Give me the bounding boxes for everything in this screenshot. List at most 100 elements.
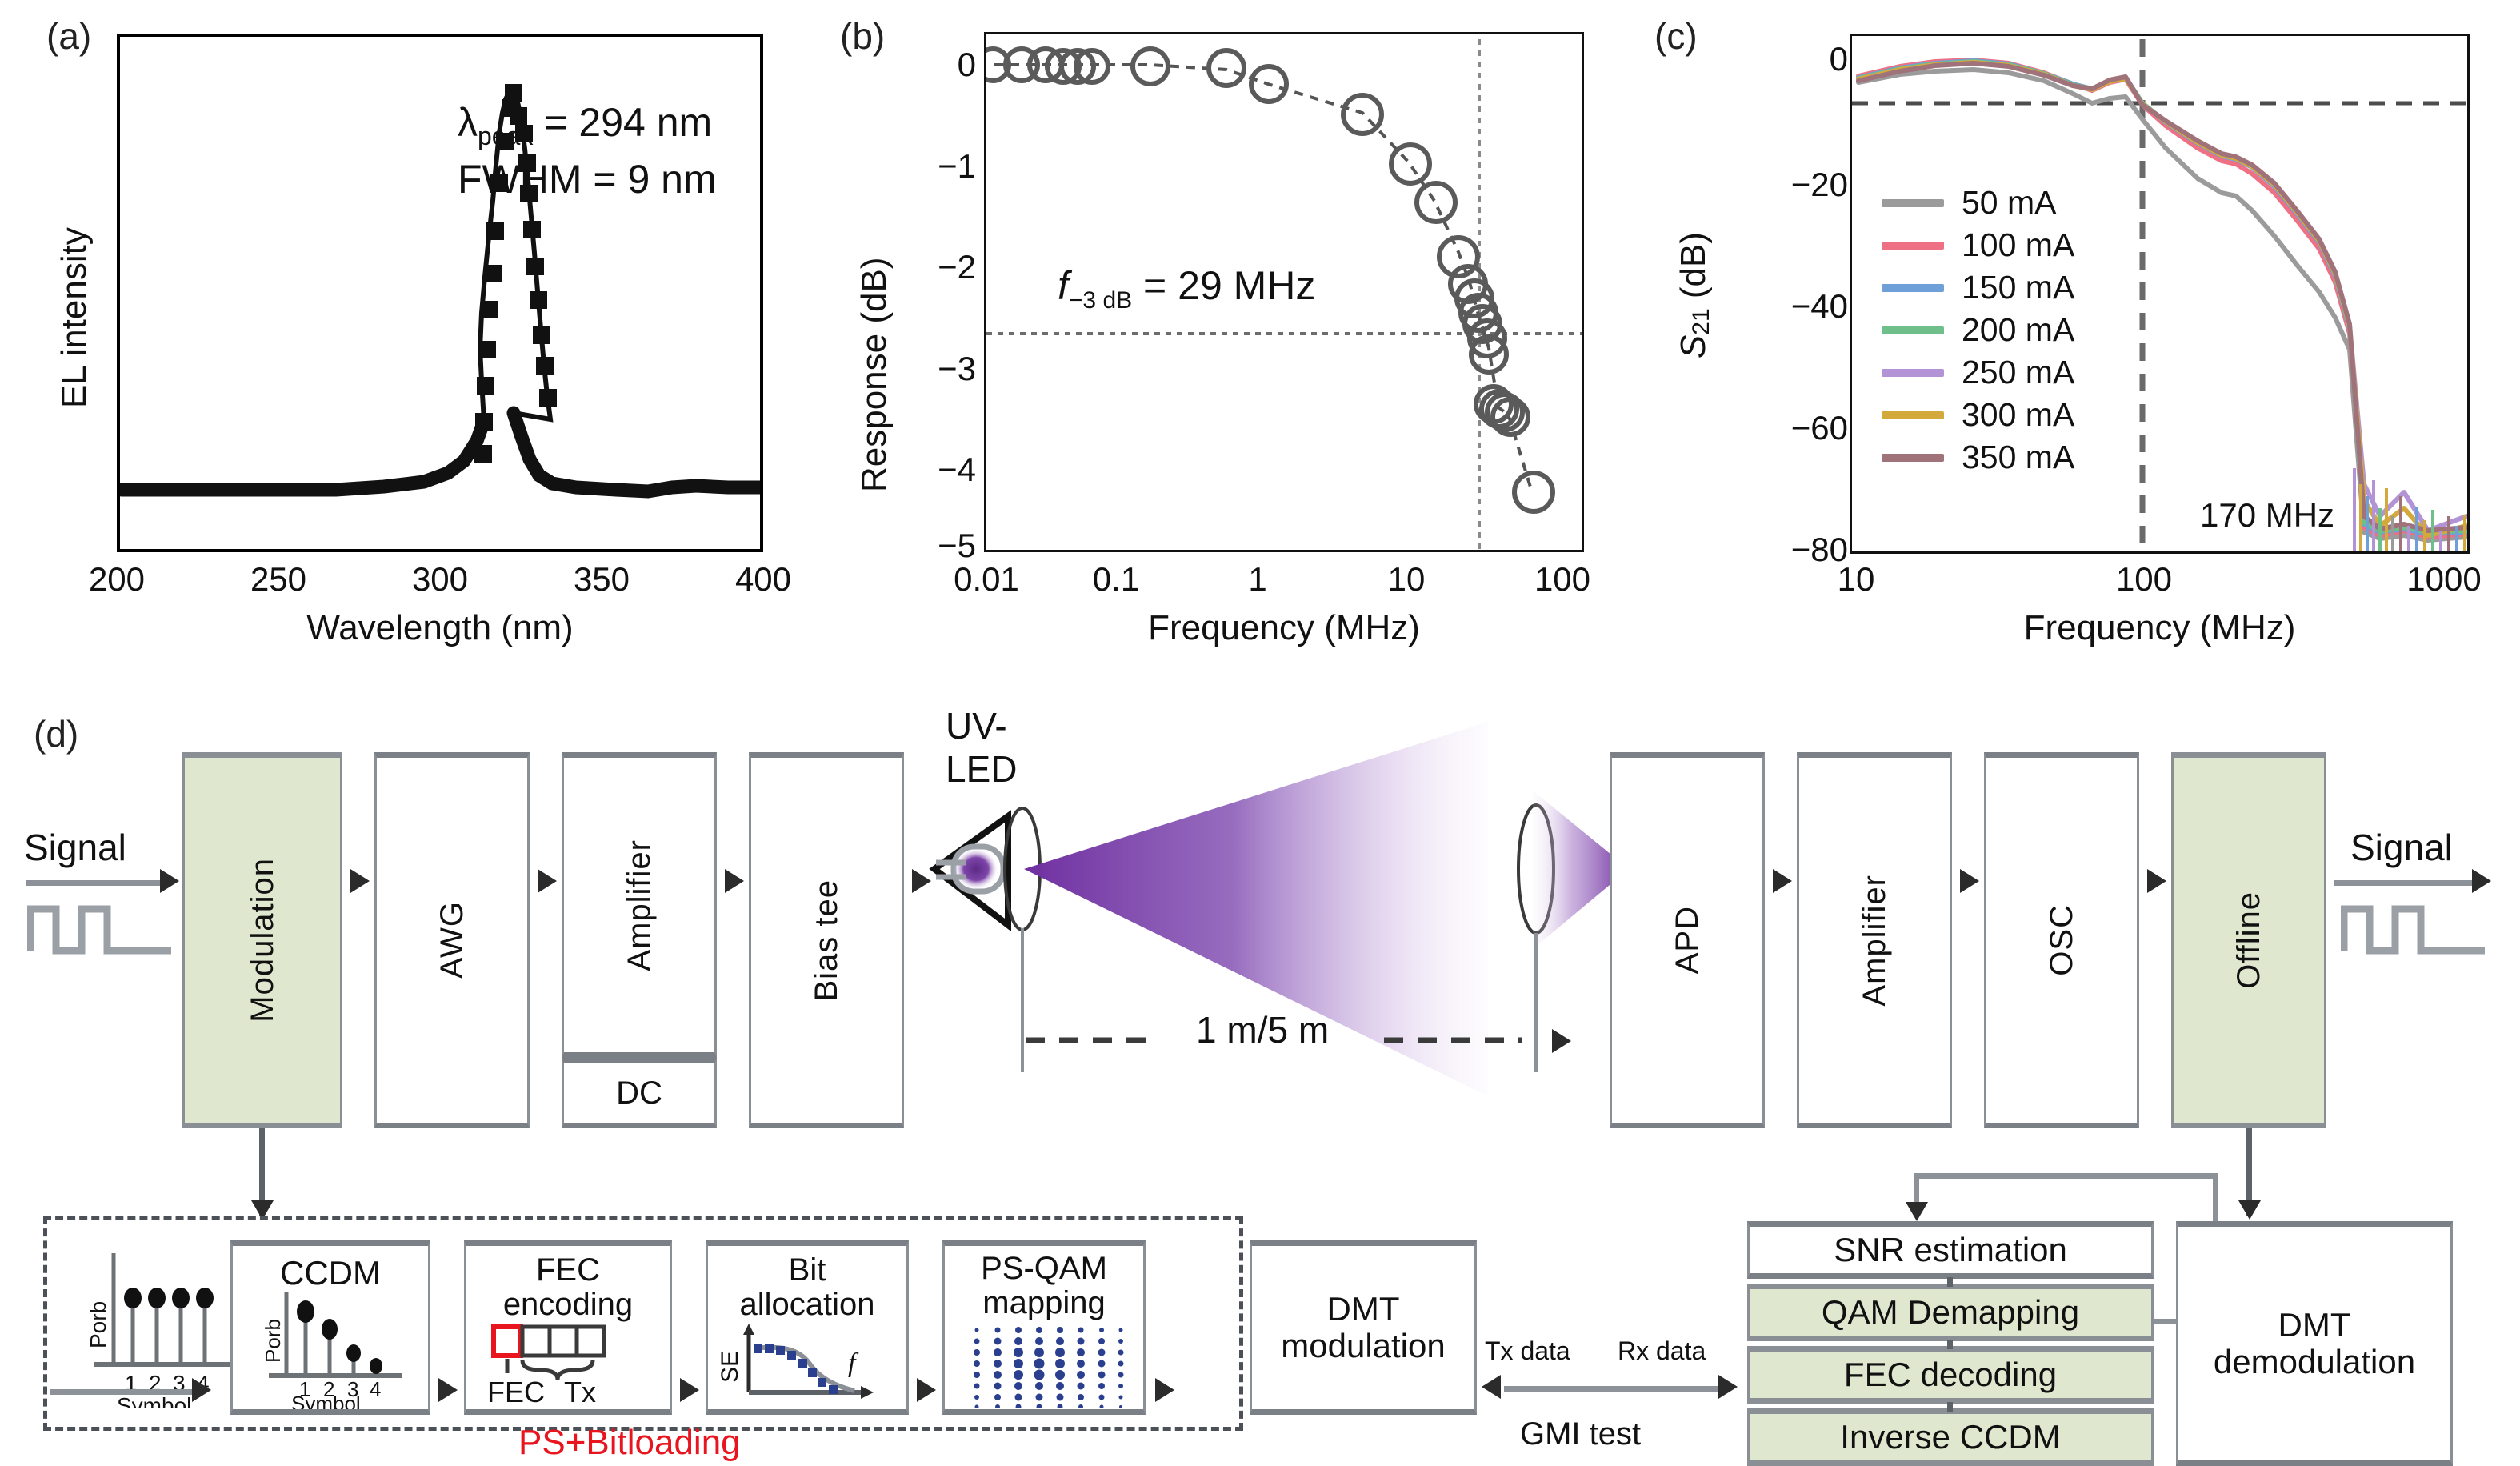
panel-d-label: (d) [34,713,79,755]
arrow-awg-amplifier [538,869,557,893]
legend-item-200ma: 200 mA [1882,311,2074,349]
svg-text:SE: SE [718,1351,743,1383]
legend-label-350ma: 350 mA [1962,439,2075,475]
panel-a: (a) EL intensity [0,0,824,647]
s-subscript: 21 [1687,308,1714,335]
block-modulation[interactable]: Modulation [182,752,342,1128]
block-bit-allocation[interactable]: Bit allocation SE f [706,1240,909,1415]
block-fec-decoding-label: FEC decoding [1843,1356,2058,1394]
uv-led-label: UV- LED [946,705,1018,791]
wire-into-ccdm [50,1389,202,1395]
panel-c-ytick-4: −80 [1790,531,1848,568]
arrow-fec-bitalloc [680,1378,699,1402]
block-qam-demapping[interactable]: QAM Demapping [1747,1284,2154,1341]
block-apd[interactable]: APD [1610,752,1765,1128]
panel-c-ytick-1: −20 [1790,166,1848,203]
block-osc[interactable]: OSC [1984,752,2139,1128]
block-bias-tee[interactable]: Bias tee [749,752,904,1128]
panel-c-ytick-0: 0 [1829,40,1848,78]
panel-c-plot-area [1850,34,2470,554]
arrow-amplifier-biastee [725,869,744,893]
block-offline[interactable]: Offline [2171,752,2326,1128]
panel-b-ytick-1: −1 [938,147,976,185]
block-amplifier-tx[interactable]: Amplifier [562,752,717,1058]
shaped-distribution-inset: Porb 1 2 3 4 Symbol [261,1292,402,1409]
legend-swatch-350ma [1882,453,1944,462]
legend-label-250ma: 250 mA [1962,354,2075,391]
panel-a-xtick-3: 350 [573,560,630,598]
block-snr-estimation[interactable]: SNR estimation [1747,1221,2154,1279]
legend-label-50ma: 50 mA [1962,184,2057,221]
wire-qam-to-fec [1947,1340,1953,1349]
tx-data-label: Tx data [1485,1336,1570,1365]
legend-item-50ma: 50 mA [1882,184,2074,222]
panel-a-plot-area [117,34,763,552]
panel-a-annotation: λpeak = 294 nm FWHM = 9 nm [458,96,717,206]
legend-item-100ma: 100 mA [1882,226,2074,264]
block-modulation-label: Modulation [244,858,280,1023]
panel-c-label: (c) [1654,15,1698,57]
block-osc-label: OSC [2043,904,2079,976]
svg-text:2: 2 [323,1377,334,1401]
block-awg-label: AWG [434,901,470,979]
panel-b-response-svg [986,39,1582,550]
block-dmt-modulation[interactable]: DMT modulation [1250,1240,1477,1415]
block-dc-label: DC [616,1075,662,1111]
block-snr-estimation-label: SNR estimation [1834,1231,2067,1269]
ps-bitloading-label: PS+Bitloading [518,1423,741,1462]
legend-label-200ma: 200 mA [1962,311,2075,348]
block-dmt-demodulation[interactable]: DMT demodulation [2176,1221,2453,1466]
block-amplifier-rx[interactable]: Amplifier [1797,752,1952,1128]
block-inverse-ccdm[interactable]: Inverse CCDM [1747,1408,2154,1466]
block-fec-decoding[interactable]: FEC decoding [1747,1346,2154,1404]
panel-c-s21-svg [1852,39,2467,551]
arrow-apd-amplifier [1773,869,1792,893]
block-amplifier-tx-label: Amplifier [621,839,657,971]
panel-a-label: (a) [46,15,92,57]
legend-swatch-200ma [1882,326,1944,334]
panel-c-xtick-2: 1000 [2406,560,2482,598]
panel-c-ytick-3: −60 [1790,409,1848,447]
legend-swatch-100ma [1882,241,1944,250]
panel-a-xtick-1: 250 [250,560,307,598]
svg-text:3: 3 [347,1377,358,1401]
uv-led-beam-assembly [929,722,1629,1096]
svg-text:Symbol: Symbol [291,1392,361,1409]
panel-c-xtick-1: 100 [2115,560,2173,598]
legend-swatch-150ma [1882,283,1944,292]
block-psqam-mapping[interactable]: PS-QAM mapping [942,1240,1146,1415]
panel-b-ytick-0: 0 [957,46,976,83]
block-dc[interactable]: DC [562,1058,717,1128]
legend-swatch-300ma [1882,411,1944,419]
rx-output-wire [2334,880,2477,886]
panel-a-xtick-4: 400 [734,560,792,598]
arrow-into-ccdm [192,1378,211,1402]
panel-c-legend: 50 mA 100 mA 150 mA 200 mA 250 mA 300 mA… [1882,184,2074,481]
peak-value: = 294 nm [544,100,713,145]
wire-feedback-into-snr [1914,1173,1919,1213]
block-amplifier-rx-label: Amplifier [1856,874,1892,1007]
legend-swatch-250ma [1882,368,1944,377]
peak-subscript: peak [478,122,534,150]
block-dmt-demodulation-label: DMT demodulation [2213,1305,2416,1380]
gmi-arrow-left [1482,1375,1501,1399]
arrow-link-to-apd [1552,1029,1571,1053]
legend-swatch-50ma [1882,198,1944,207]
arrow-offline-down [2238,1200,2261,1220]
block-apd-label: APD [1669,906,1705,975]
svg-text:Porb: Porb [261,1319,285,1363]
block-fec-encoding[interactable]: FEC encoding FEC Tx [464,1240,672,1415]
legend-label-300ma: 300 mA [1962,396,2075,433]
block-awg[interactable]: AWG [374,752,530,1128]
arrow-feedback-into-snr [1906,1202,1928,1221]
panel-a-peak-annotation: λpeak = 294 nm [458,96,717,153]
panel-c-xtick-0: 10 [1837,560,1875,598]
panel-b-plot-area [984,32,1584,552]
gmi-test-label: GMI test [1520,1416,1642,1452]
rx-signal-label: Signal [2350,827,2453,868]
block-ccdm[interactable]: CCDM Porb 1 2 3 4 Symbol [230,1240,430,1415]
s-unit: (dB) [1674,232,1713,309]
panel-c: (c) S21 (dB) 0 −20 −40 −60 −80 [1640,0,2520,647]
legend-label-100ma: 100 mA [1962,226,2075,263]
panel-c-xlabel: Frequency (MHz) [2023,608,2296,647]
